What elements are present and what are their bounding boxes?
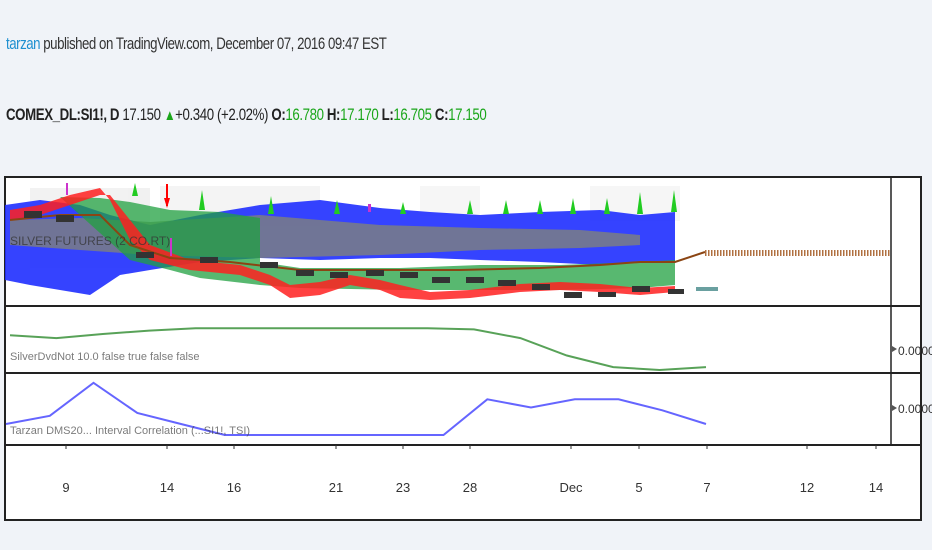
- pane2-line: [9, 327, 707, 372]
- pane2-label: SilverDvdNot 10.0 false true false false: [10, 351, 200, 363]
- pane2-scale-value: 0.0000: [898, 344, 932, 358]
- low-label: L:: [381, 105, 394, 124]
- high-value: 17.170: [340, 105, 379, 124]
- pane2-scale-marker: [892, 346, 897, 352]
- low-value: 16.705: [393, 105, 432, 124]
- main-pane-label: SILVER FUTURES (2 CO.RT): [10, 234, 170, 248]
- up-arrow-icon: ▲: [163, 107, 176, 124]
- last-price: 17.150: [122, 105, 161, 124]
- brown-trend-line: [9, 214, 706, 271]
- published-line: tarzan published on TradingView.com, Dec…: [6, 34, 387, 54]
- x-tick-label: 21: [329, 480, 343, 495]
- close-value: 17.150: [448, 105, 487, 124]
- high-label: H:: [326, 105, 341, 124]
- pane3-scale-value: 0.0000: [898, 402, 932, 416]
- green-signal-markers: [132, 183, 677, 214]
- x-tick-label: 12: [800, 480, 814, 495]
- x-tick-label: 16: [227, 480, 241, 495]
- open-value: 16.780: [285, 105, 324, 124]
- price-change: +0.340 (+2.02%): [175, 105, 269, 124]
- pane3-line: [5, 381, 707, 436]
- x-tick-label: 23: [396, 480, 410, 495]
- x-tick-label: 14: [160, 480, 174, 495]
- pane3-label: Tarzan DMS20... Interval Correlation (..…: [10, 425, 250, 437]
- x-tick-label: Dec: [559, 480, 583, 495]
- published-text: published on TradingView.com, December 0…: [40, 34, 387, 53]
- x-axis-ticks: 9 14 16 21 23 28 Dec 5 7 12 14: [62, 445, 883, 495]
- pane3-scale-marker: [892, 405, 897, 411]
- x-tick-label: 28: [463, 480, 477, 495]
- red-signal-marker: [164, 184, 170, 208]
- x-tick-label: 5: [635, 480, 642, 495]
- symbol-label: COMEX_DL:SI1!, D: [6, 105, 120, 124]
- x-tick-label: 14: [869, 480, 883, 495]
- dark-candles: [24, 211, 684, 298]
- x-tick-label: 9: [62, 480, 69, 495]
- open-label: O:: [271, 105, 286, 124]
- last-candle-marker: [696, 287, 718, 291]
- x-tick-label: 7: [703, 480, 710, 495]
- publisher-link[interactable]: tarzan: [6, 34, 41, 53]
- quote-line: COMEX_DL:SI1!, D 17.150 ▲+0.340 (+2.02%)…: [6, 105, 487, 125]
- magenta-marks: [66, 183, 371, 256]
- close-label: C:: [434, 105, 449, 124]
